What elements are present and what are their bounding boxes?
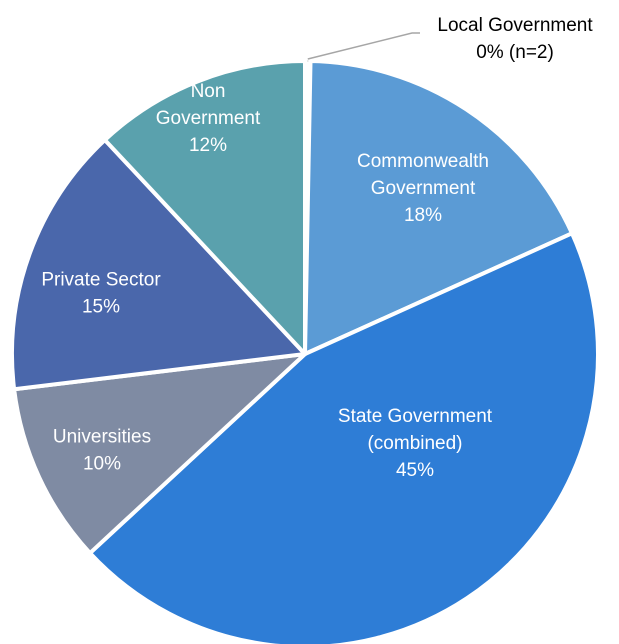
slice-label-line: Commonwealth — [357, 151, 489, 172]
callout-line-local-government — [307, 32, 420, 60]
slice-label-line: 15% — [82, 297, 120, 318]
pie-slice-commonwealth-government — [303, 59, 575, 356]
slice-label-line: 10% — [83, 454, 121, 475]
slice-label-line: Non — [191, 81, 226, 102]
pie-slice-non-government — [102, 59, 307, 356]
slice-label-line: 45% — [396, 460, 434, 481]
pie-slice-private-sector — [10, 137, 307, 392]
slice-label-commonwealth-government: Commonwealth Government 18% — [357, 151, 489, 226]
slice-label-line: (combined) — [367, 433, 462, 454]
slice-label-line: State Government — [338, 406, 493, 427]
slice-label-non-government: Non Government 12% — [156, 81, 261, 156]
pie-slices — [10, 59, 600, 644]
slice-label-state-government-combined: State Government (combined) 45% — [338, 406, 493, 481]
pie-slice-state-government-combined — [88, 231, 600, 644]
slice-label-line: Local Government — [437, 15, 593, 36]
slice-label-line: Private Sector — [41, 270, 161, 291]
slice-label-line: Government — [156, 108, 261, 129]
slice-label-private-sector: Private Sector 15% — [41, 270, 161, 318]
slice-label-line: Universities — [53, 427, 151, 448]
slice-label-universities: Universities 10% — [53, 427, 151, 475]
slice-label-line: 18% — [404, 205, 442, 226]
pie-callouts: Local Government 0% (n=2) — [307, 15, 593, 63]
pie-slice-universities — [12, 352, 307, 556]
pie-labels: Commonwealth Government 18% State Governmen… — [41, 81, 492, 481]
slice-label-line: 0% (n=2) — [476, 42, 554, 63]
slice-label-line: Government — [371, 178, 476, 199]
slice-label-local-government: Local Government 0% (n=2) — [437, 15, 593, 63]
slice-label-line: 12% — [189, 135, 227, 156]
